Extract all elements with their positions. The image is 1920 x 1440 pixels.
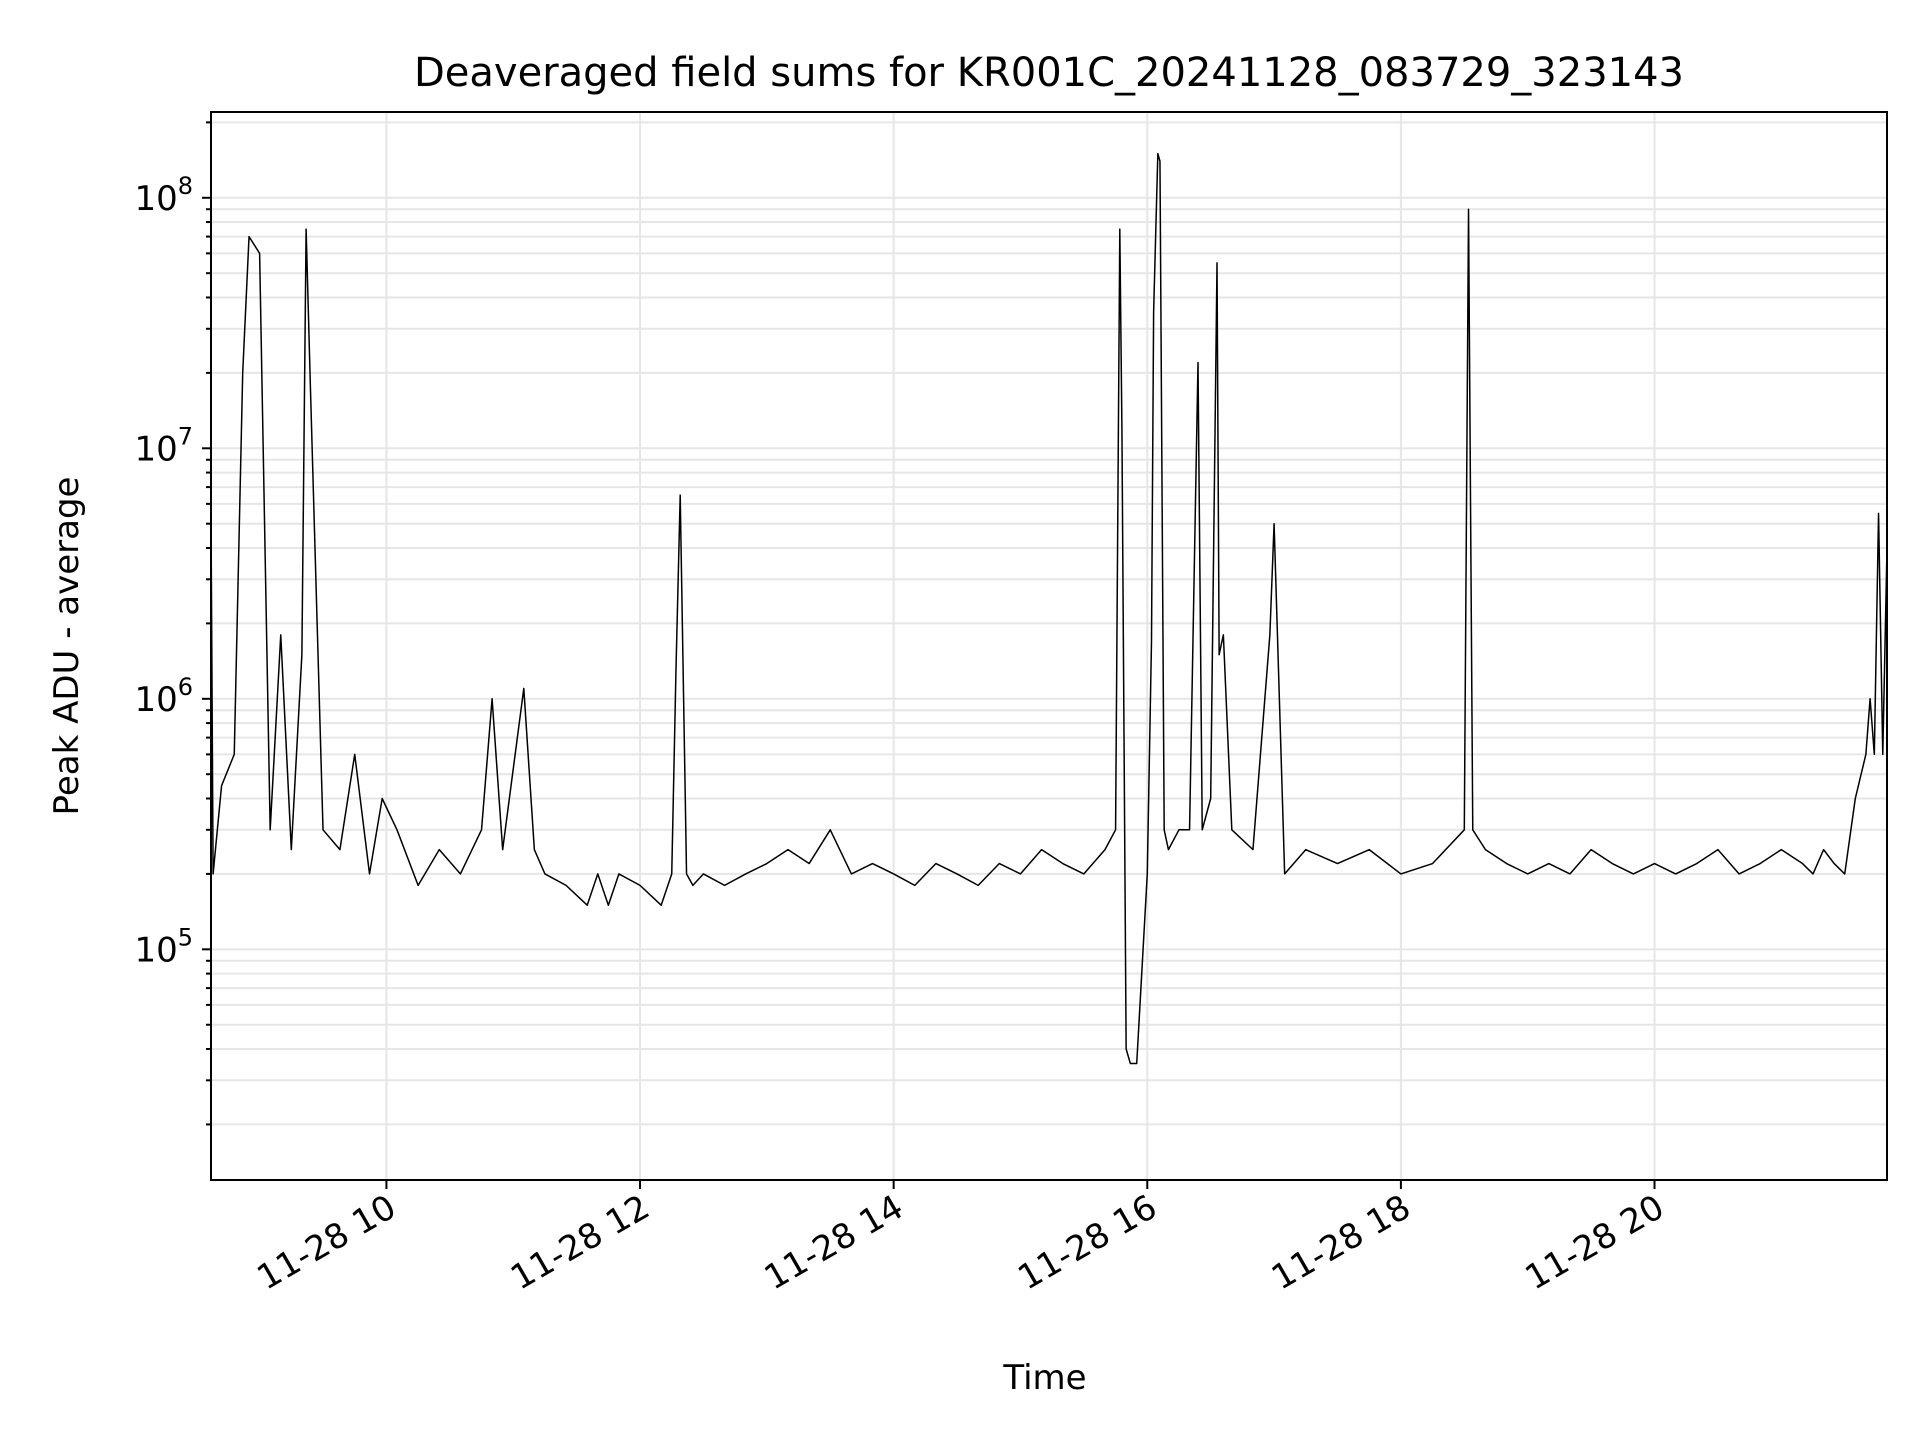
y-tick-label: 105	[134, 923, 193, 970]
series-group	[210, 152, 1888, 1065]
y-tick-exponent: 7	[178, 422, 193, 450]
y-tick-base: 10	[134, 429, 177, 469]
y-tick-exponent: 5	[178, 923, 193, 951]
y-tick-base: 10	[134, 179, 177, 219]
y-tick-base: 10	[134, 680, 177, 720]
y-tick-label: 106	[134, 673, 193, 720]
plot-frame	[210, 111, 1888, 1181]
y-tick-exponent: 6	[178, 673, 193, 701]
y-tick-exponent: 8	[178, 172, 193, 200]
y-tick-label: 107	[134, 422, 193, 469]
y-tick-label: 108	[134, 172, 193, 219]
y-tick-base: 10	[134, 930, 177, 970]
x-axis-label: Time	[1002, 1358, 1086, 1398]
y-axis-label: Peak ADU - average	[47, 477, 87, 816]
series-line	[210, 152, 1888, 1065]
chart-title: Deaveraged field sums for KR001C_2024112…	[414, 50, 1684, 96]
plot-area	[211, 112, 1887, 1180]
grid	[211, 112, 1887, 1180]
